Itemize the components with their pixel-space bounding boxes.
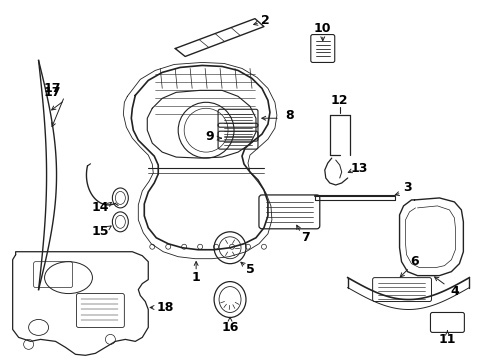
Text: 12: 12 (330, 94, 348, 107)
Text: 5: 5 (245, 263, 254, 276)
Text: 11: 11 (438, 333, 455, 346)
Text: 9: 9 (205, 130, 214, 143)
Text: 14: 14 (91, 201, 109, 215)
Text: 10: 10 (313, 22, 331, 35)
Text: 7: 7 (301, 231, 309, 244)
Text: 3: 3 (403, 181, 411, 194)
Text: 1: 1 (191, 271, 200, 284)
Text: 17: 17 (44, 86, 61, 99)
Text: 6: 6 (409, 255, 418, 268)
Text: 13: 13 (350, 162, 367, 175)
Text: 15: 15 (91, 225, 109, 238)
Text: 8: 8 (285, 109, 294, 122)
Text: 18: 18 (156, 301, 174, 314)
Text: 4: 4 (449, 285, 458, 298)
Text: 17: 17 (44, 82, 61, 95)
Text: 16: 16 (221, 321, 238, 334)
Text: 2: 2 (260, 14, 269, 27)
